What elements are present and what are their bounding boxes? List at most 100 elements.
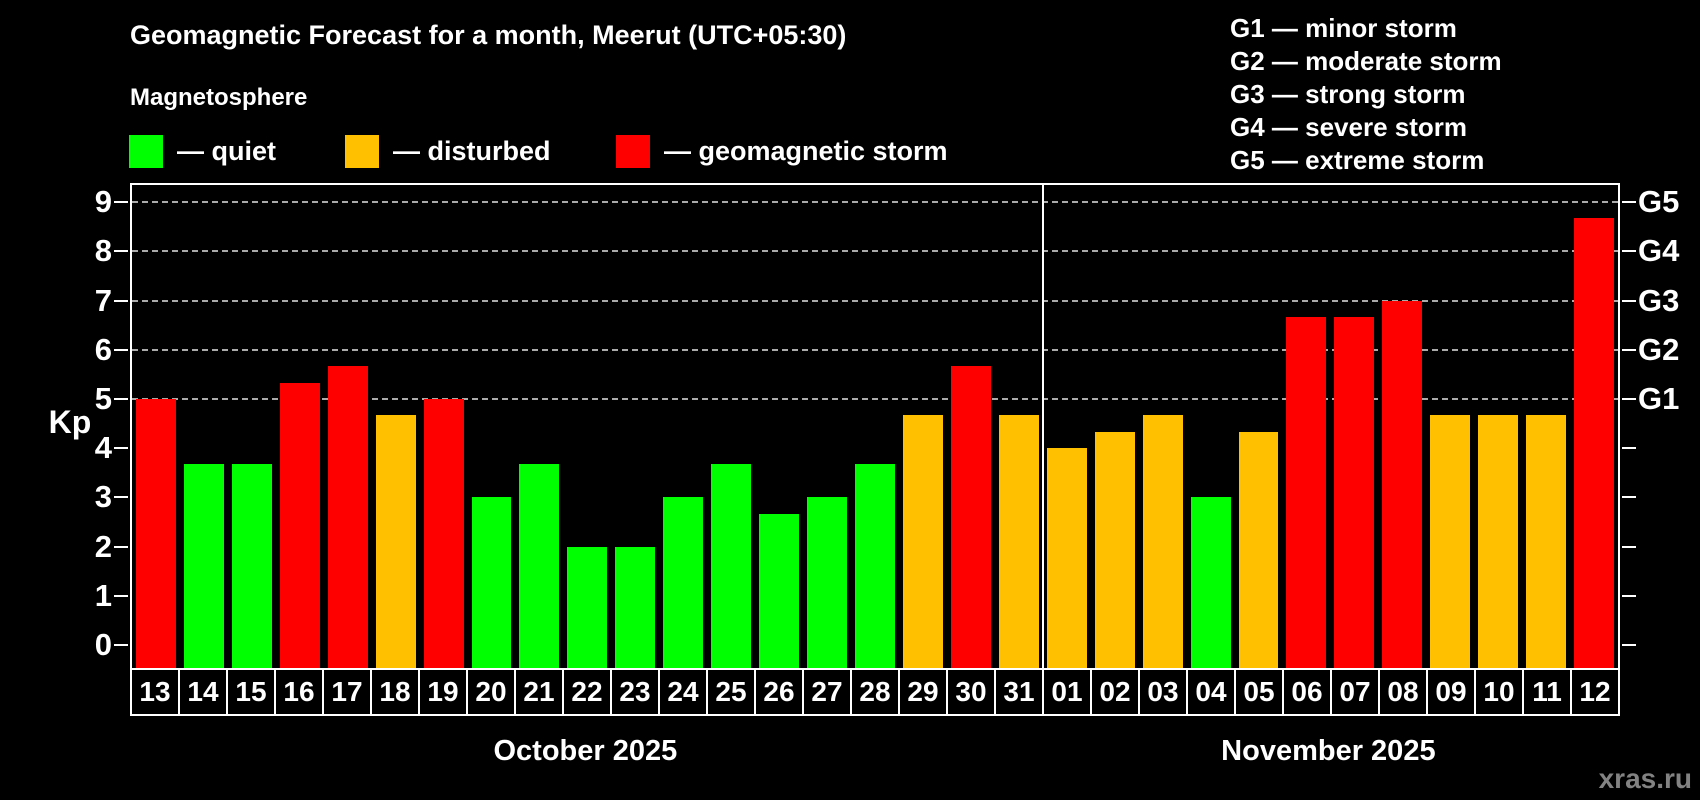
- date-cell-october-14: 14: [178, 668, 228, 716]
- date-axis: 13 14 15 16 17 18 19 20 21 22 23 24 25 26 27 28 29 30 31 01…: [130, 668, 1620, 716]
- y-axis-label: Kp: [48, 404, 92, 440]
- gridline-kp5: [132, 398, 1618, 400]
- kp-bar-november-10: [1478, 415, 1519, 668]
- date-cell-october-28: 28: [850, 668, 900, 716]
- date-cell-november-07: 07: [1330, 668, 1380, 716]
- date-cell-october-29: 29: [898, 668, 948, 716]
- y-tick-label-8: 8: [94, 233, 112, 269]
- date-cell-october-13: 13: [130, 668, 180, 716]
- y-tick-right-4: [1622, 447, 1636, 450]
- date-cell-october-17: 17: [322, 668, 372, 716]
- y-tick-left-2: [114, 545, 128, 548]
- gridline-kp9: [132, 201, 1618, 204]
- storm-color-swatch: [616, 134, 650, 168]
- g-scale-legend: G1 — minor storm G2 — moderate storm G3 …: [1230, 12, 1502, 177]
- kp-bar-october-17: [327, 366, 368, 668]
- kp-bar-chart: [114, 183, 1636, 668]
- gridline-kp6: [132, 348, 1618, 351]
- disturbed-label: — disturbed: [393, 135, 551, 166]
- kp-bar-november-06: [1286, 316, 1327, 668]
- kp-bar-october-15: [231, 464, 272, 668]
- kp-bar-november-04: [1190, 497, 1231, 668]
- y-tick-label-9: 9: [94, 184, 112, 220]
- y-tick-left-4: [114, 447, 128, 450]
- y-tick-label-3: 3: [94, 479, 112, 515]
- date-cell-november-03: 03: [1138, 668, 1188, 716]
- date-cell-november-05: 05: [1234, 668, 1284, 716]
- date-cell-october-24: 24: [658, 668, 708, 716]
- kp-bar-november-11: [1526, 415, 1567, 668]
- kp-bar-october-26: [759, 513, 800, 668]
- quiet-label: — quiet: [177, 135, 276, 166]
- kp-bar-october-27: [807, 497, 848, 668]
- date-cell-november-02: 02: [1090, 668, 1140, 716]
- g-axis-label-G3: G3: [1638, 282, 1680, 318]
- y-tick-left-3: [114, 496, 128, 499]
- date-cell-october-18: 18: [370, 668, 420, 716]
- date-cell-october-22: 22: [562, 668, 612, 716]
- kp-bar-october-23: [615, 546, 656, 668]
- y-tick-left-0: [114, 644, 128, 646]
- g-axis-label-G1: G1: [1638, 381, 1680, 416]
- g-axis-label-G4: G4: [1638, 233, 1680, 269]
- y-tick-left-7: [114, 299, 128, 302]
- g3-legend-line: G3 — strong storm: [1230, 79, 1466, 109]
- date-cell-october-21: 21: [514, 668, 564, 716]
- date-cell-november-10: 10: [1474, 668, 1524, 716]
- chart-title: Geomagnetic Forecast for a month, Meerut…: [130, 20, 847, 50]
- y-tick-right-1: [1622, 594, 1636, 597]
- kp-bar-november-05: [1238, 431, 1279, 668]
- y-tick-label-1: 1: [94, 577, 112, 613]
- date-cell-october-27: 27: [802, 668, 852, 716]
- y-tick-label-2: 2: [94, 528, 112, 564]
- month-label-november: November 2025: [1221, 735, 1436, 767]
- date-cell-october-31: 31: [994, 668, 1044, 716]
- y-tick-left-8: [114, 250, 128, 253]
- g-axis-label-G5: G5: [1638, 184, 1680, 220]
- kp-bar-october-20: [471, 497, 512, 668]
- kp-bar-october-16: [279, 382, 320, 668]
- kp-bar-november-03: [1142, 415, 1183, 668]
- quiet-color-swatch: [129, 134, 163, 168]
- y-tick-label-5: 5: [94, 381, 112, 416]
- kp-bar-october-18: [375, 415, 416, 668]
- y-tick-label-0: 0: [94, 627, 112, 662]
- chart-subtitle: Magnetosphere: [130, 84, 308, 111]
- legend-item-disturbed: — disturbed: [345, 134, 551, 168]
- legend-item-storm: — geomagnetic storm: [616, 134, 948, 168]
- g-axis-label-G2: G2: [1638, 331, 1680, 367]
- kp-bar-october-29: [902, 415, 943, 668]
- kp-bar-november-07: [1334, 316, 1375, 668]
- gridline-kp7: [132, 299, 1618, 302]
- kp-bar-october-28: [855, 464, 895, 668]
- gridline-kp8: [132, 250, 1618, 253]
- kp-bar-october-30: [950, 366, 991, 668]
- date-cell-november-01: 01: [1042, 668, 1092, 716]
- month-label-october: October 2025: [493, 735, 678, 767]
- date-cell-november-04: 04: [1186, 668, 1236, 716]
- y-tick-left-1: [114, 594, 128, 597]
- disturbed-color-swatch: [345, 134, 379, 168]
- g4-legend-line: G4 — severe storm: [1230, 112, 1468, 142]
- y-tick-label-4: 4: [94, 430, 112, 466]
- g2-legend-line: G2 — moderate storm: [1230, 46, 1502, 76]
- legend-item-quiet: — quiet: [129, 134, 276, 168]
- kp-bar-october-25: [711, 464, 752, 668]
- date-cell-october-23: 23: [610, 668, 660, 716]
- kp-bar-october-22: [567, 546, 608, 668]
- y-tick-right-5: [1622, 398, 1636, 400]
- kp-bar-october-19: [423, 399, 464, 668]
- storm-label: — geomagnetic storm: [664, 135, 948, 166]
- y-tick-right-8: [1622, 250, 1636, 253]
- y-tick-label-7: 7: [94, 282, 112, 318]
- date-cell-november-09: 09: [1426, 668, 1476, 716]
- date-cell-october-25: 25: [706, 668, 756, 716]
- kp-bar-october-13: [136, 399, 176, 668]
- y-tick-right-6: [1622, 348, 1636, 351]
- date-cell-october-20: 20: [466, 668, 516, 716]
- watermark: xras.ru: [1598, 763, 1692, 794]
- y-tick-left-5: [114, 398, 128, 400]
- y-tick-label-6: 6: [94, 331, 112, 367]
- kp-bar-november-12: [1574, 218, 1614, 668]
